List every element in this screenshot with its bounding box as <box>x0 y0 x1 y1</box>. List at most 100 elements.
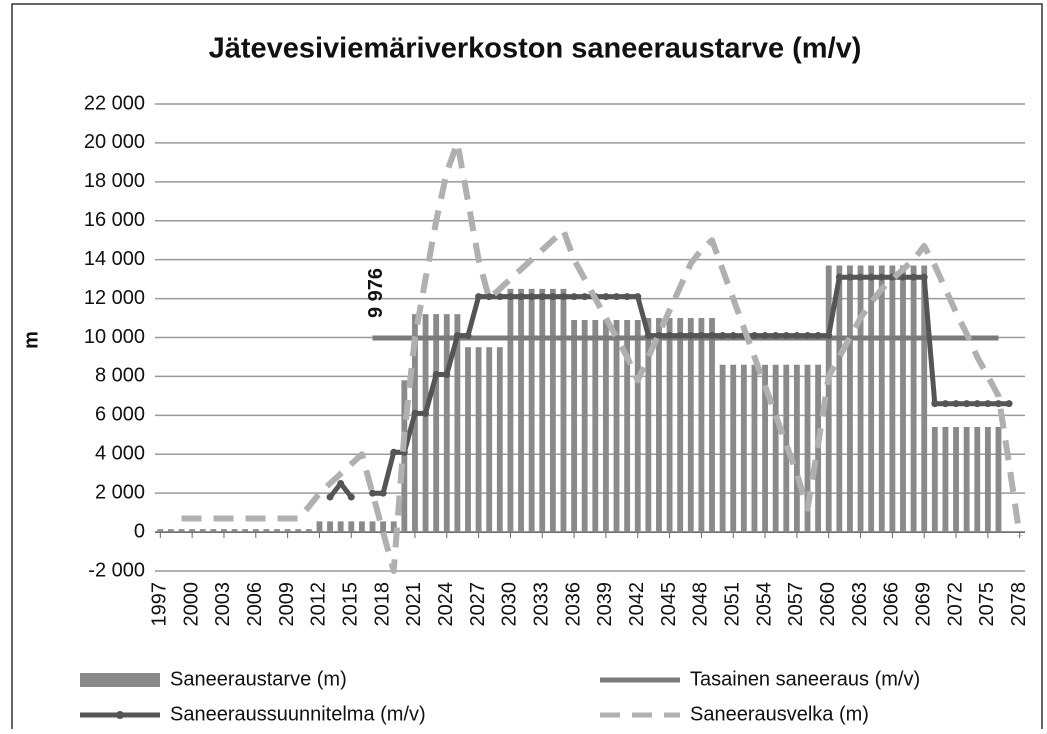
x-tick-label: 2057 <box>785 582 807 627</box>
bar <box>889 265 896 533</box>
bar <box>274 529 280 533</box>
bar <box>358 521 365 533</box>
line-point <box>920 273 928 281</box>
line-point <box>644 332 652 340</box>
line-point <box>729 332 737 340</box>
bar <box>252 529 259 533</box>
bar <box>390 521 397 533</box>
legend-label: Saneeraustarve (m) <box>170 668 347 690</box>
y-tick-label: 6 000 <box>95 404 145 426</box>
line-point <box>379 489 387 497</box>
x-tick-label: 2075 <box>976 582 998 627</box>
x-tick-label: 2045 <box>658 582 680 627</box>
x-tick-label: 2024 <box>435 582 457 627</box>
line-point <box>719 332 727 340</box>
line-point <box>506 293 514 301</box>
line-point <box>549 293 557 301</box>
bar <box>199 529 206 533</box>
bar <box>687 318 694 533</box>
line-point <box>750 332 758 340</box>
legend-dot <box>116 711 124 719</box>
line-point <box>878 273 886 281</box>
labels: -2 000 0 2 000 4 000 6 000 8 000 10 000 12 000 1… <box>84 92 1030 626</box>
legend-label: Saneerausvelka (m) <box>690 703 869 725</box>
line-point <box>538 293 546 301</box>
bar <box>327 521 333 533</box>
chart-frame <box>11 3 1043 734</box>
line-point <box>793 332 801 340</box>
bar <box>974 427 981 533</box>
bar <box>231 529 238 533</box>
x-tick-label: 2012 <box>308 582 330 627</box>
bar <box>825 265 832 533</box>
x-tick-label: 2030 <box>499 582 521 627</box>
line-point <box>761 332 769 340</box>
bar <box>549 288 556 533</box>
bar <box>751 364 758 533</box>
x-tick-label: 2060 <box>817 582 839 627</box>
x-tick-label: 2048 <box>690 582 712 627</box>
bar <box>942 427 949 533</box>
line-point <box>963 400 971 408</box>
y-tick-label: 10 000 <box>84 326 145 348</box>
bar <box>762 364 768 533</box>
bar <box>857 265 864 533</box>
bar <box>571 319 578 533</box>
line-point <box>570 293 578 301</box>
line-point <box>432 370 440 378</box>
x-tick-label: 2033 <box>531 582 553 627</box>
bar <box>242 529 249 533</box>
bar <box>656 318 662 533</box>
line-point <box>697 332 705 340</box>
bar <box>337 521 344 533</box>
bar <box>698 318 705 533</box>
x-tick-label: 2072 <box>944 582 966 627</box>
line-point <box>453 332 461 340</box>
bar <box>401 380 408 533</box>
line-point <box>708 332 716 340</box>
bar <box>443 314 450 533</box>
bar <box>348 521 355 533</box>
line-point <box>347 493 355 501</box>
line-point <box>941 400 949 408</box>
line-point <box>782 332 790 340</box>
line-point <box>825 332 833 340</box>
y-axis-label: m <box>20 331 42 349</box>
bar <box>772 364 779 533</box>
line-point <box>517 293 525 301</box>
line-point <box>581 293 589 301</box>
grid <box>155 103 1025 572</box>
bar <box>157 529 164 533</box>
x-tick-label: 2021 <box>403 582 425 627</box>
line-point <box>804 332 811 340</box>
bar <box>316 521 323 533</box>
line-point <box>528 293 536 301</box>
line-point <box>337 479 345 487</box>
bar <box>412 314 418 533</box>
bar <box>847 265 853 533</box>
bar <box>295 529 302 533</box>
bar <box>475 347 482 533</box>
line-point <box>676 332 684 340</box>
line <box>181 139 1023 574</box>
y-tick-label: 14 000 <box>84 248 145 270</box>
y-tick-label: 4 000 <box>95 443 145 465</box>
bar <box>963 427 970 533</box>
line-point <box>1005 400 1013 408</box>
y-tick-label: 8 000 <box>95 365 145 387</box>
annotation: 9 976 <box>365 268 387 318</box>
bar <box>613 319 620 533</box>
bar <box>666 318 673 533</box>
bar <box>486 347 493 533</box>
bar <box>815 364 822 533</box>
y-tick-label: 12 000 <box>84 287 145 309</box>
bar <box>528 288 535 533</box>
y-tick-label: 22 000 <box>84 92 145 114</box>
line-point <box>326 493 334 501</box>
line-point <box>464 332 472 340</box>
bar <box>730 364 737 533</box>
bar <box>210 529 217 533</box>
x-tick-label: 2015 <box>340 582 362 627</box>
line-point <box>994 400 1002 408</box>
bar <box>804 364 811 533</box>
